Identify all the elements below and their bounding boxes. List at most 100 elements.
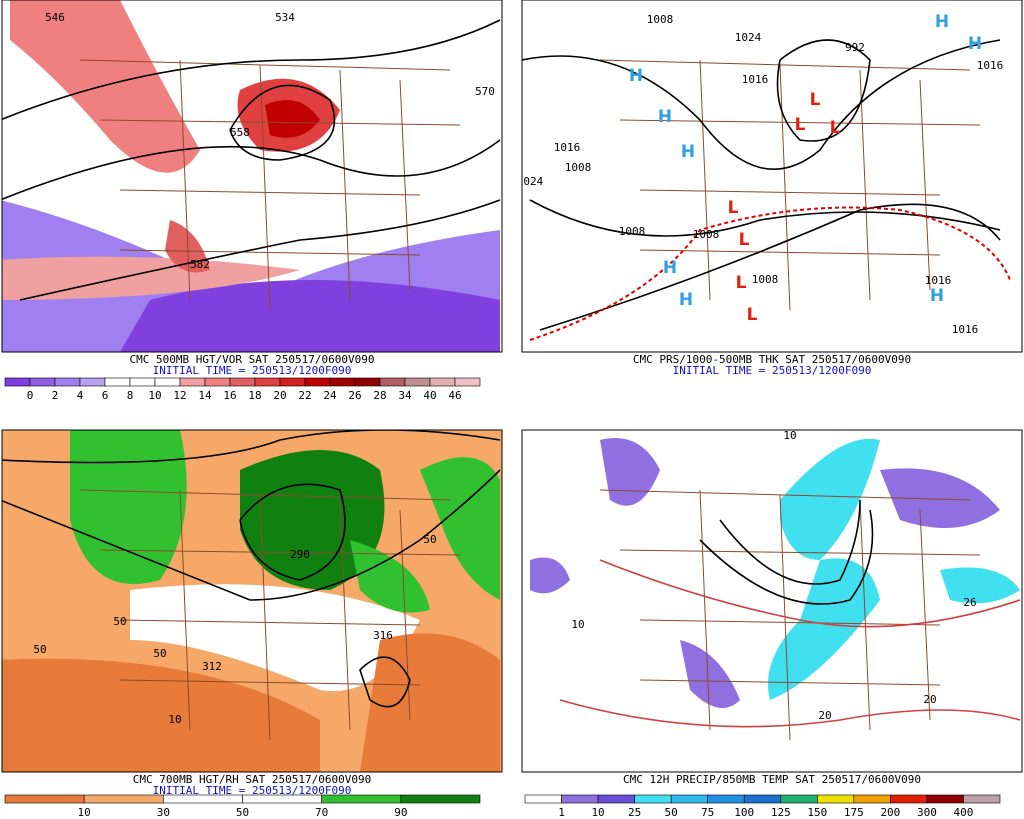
- colorbar-label: 30: [157, 806, 170, 819]
- contour: [522, 39, 1001, 171]
- colorbar-box: [817, 794, 855, 804]
- map-label: H: [658, 107, 672, 127]
- map-label: 1008: [565, 161, 592, 174]
- map-label: 10: [783, 429, 796, 442]
- colorbar-label: 24: [323, 389, 337, 402]
- colorbar-label: 75: [701, 806, 714, 819]
- map-label: 1008: [619, 225, 646, 238]
- colorbar-box: [29, 377, 56, 387]
- contour: [699, 509, 874, 605]
- map-label: 50: [423, 533, 436, 546]
- map-label: 50: [113, 615, 126, 628]
- initial-time: INITIAL TIME = 250513/1200F090: [153, 784, 352, 797]
- colorbar-label: 100: [734, 806, 754, 819]
- colorbar-box: [743, 794, 782, 804]
- shaded-area: [240, 450, 385, 590]
- map-label: 1016: [742, 73, 769, 86]
- colorbar-label: 16: [223, 389, 236, 402]
- map-frame: [521, 429, 1023, 773]
- colorbar-box: [329, 377, 356, 387]
- colorbar-box: [154, 377, 181, 387]
- shaded-area: [10, 0, 200, 173]
- colorbar-label: 300: [917, 806, 937, 819]
- colorbar-label: 0: [27, 389, 34, 402]
- map-label: 50: [153, 647, 166, 660]
- colorbar-label: 18: [248, 389, 261, 402]
- colorbar-box: [204, 377, 231, 387]
- panel-title: CMC 12H PRECIP/850MB TEMP SAT 250517/060…: [623, 773, 921, 786]
- colorbar-box: [254, 377, 281, 387]
- shaded-area: [120, 280, 500, 352]
- colorbar-label: 2: [52, 389, 59, 402]
- shaded-area: [768, 558, 880, 700]
- colorbar-box: [429, 377, 456, 387]
- shaded-area: [600, 438, 660, 506]
- contour: [2, 469, 501, 601]
- colorbar-box: [304, 377, 331, 387]
- map-label: H: [629, 66, 643, 86]
- map-label: 20: [923, 693, 936, 706]
- thickness-line: [529, 206, 1011, 341]
- colorbar-label: 10: [591, 806, 604, 819]
- map-label: 1008: [693, 228, 720, 241]
- panel-title: CMC PRS/1000-500MB THK SAT 250517/0600V0…: [633, 353, 911, 366]
- colorbar-box: [780, 794, 818, 804]
- contour: [359, 656, 411, 708]
- contour: [529, 199, 1001, 237]
- map-label: 26: [963, 596, 976, 609]
- map-label: 316: [373, 629, 393, 642]
- shaded-area: [880, 468, 1000, 528]
- map-label: H: [679, 290, 693, 310]
- map-label: H: [663, 258, 677, 278]
- colorbar-box: [279, 377, 306, 387]
- colorbar-label: 400: [954, 806, 974, 819]
- panel-title: CMC 700MB HGT/RH SAT 250517/0600V090: [133, 773, 371, 786]
- colorbar-box: [853, 794, 891, 804]
- map-label: 1016: [977, 59, 1004, 72]
- panel: 546 534 570 558 582 CMC 500MB HGT/VOR SAT 250…: [1, 0, 503, 402]
- map-label: L: [830, 118, 841, 138]
- colorbar-label: 8: [127, 389, 134, 402]
- shaded-area: [265, 100, 320, 138]
- shaded-area: [2, 658, 320, 772]
- shaded-area: [360, 633, 500, 772]
- map-label: H: [930, 286, 944, 306]
- colorbar-box: [229, 377, 256, 387]
- colorbar-box: [179, 377, 206, 387]
- map-label: 582: [190, 258, 210, 271]
- map-label: 20: [818, 709, 831, 722]
- map-label: L: [747, 305, 758, 325]
- colorbar-box: [4, 794, 85, 804]
- contour: [229, 84, 336, 161]
- colorbar-label: 6: [102, 389, 109, 402]
- colorbar-box: [379, 377, 406, 387]
- map-label: 1016: [925, 274, 952, 287]
- colorbar-label: 70: [315, 806, 328, 819]
- map-label: L: [795, 115, 806, 135]
- colorbar-box: [354, 377, 381, 387]
- contour: [2, 19, 501, 121]
- colorbar-box: [890, 794, 928, 804]
- colorbar-box: [454, 377, 481, 387]
- colorbar-box: [242, 794, 322, 804]
- contour: [2, 139, 501, 201]
- shaded-area: [70, 430, 187, 584]
- map-label: 50: [33, 643, 46, 656]
- map-frame: [1, 429, 503, 773]
- shaded-area: [780, 438, 880, 560]
- colorbar-box: [597, 794, 635, 804]
- shaded-area: [940, 567, 1020, 604]
- contour: [559, 699, 1021, 728]
- map-label: 534: [275, 11, 295, 24]
- map-label: 10: [571, 618, 584, 631]
- map-label: 558: [230, 126, 250, 139]
- contour: [239, 483, 346, 581]
- map: 10 20 26 10 20: [522, 429, 1022, 772]
- colorbar-label: 28: [373, 389, 386, 402]
- colorbar-label: 200: [880, 806, 900, 819]
- map-label: 1024: [735, 31, 762, 44]
- colorbar-label: 22: [298, 389, 311, 402]
